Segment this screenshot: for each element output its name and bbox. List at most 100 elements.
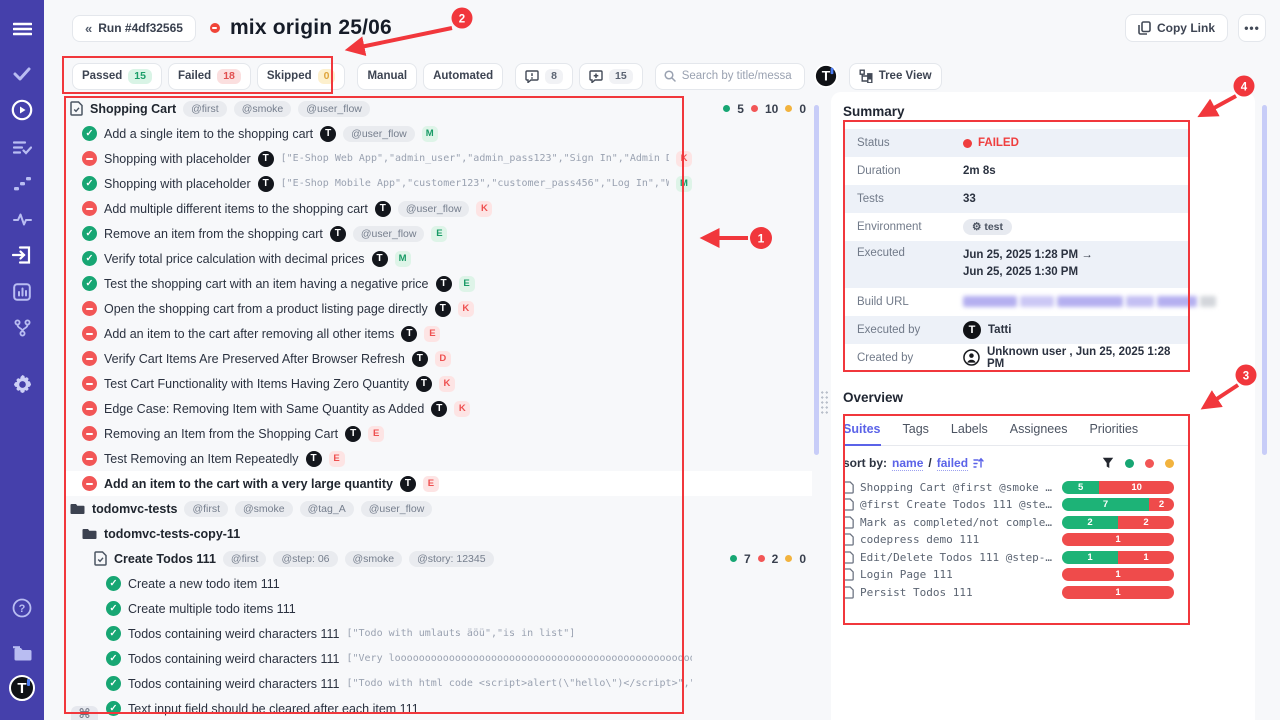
branch-icon[interactable] bbox=[0, 315, 44, 341]
redacted-build-url[interactable] bbox=[963, 296, 1216, 307]
tag-pill[interactable]: @user_flow bbox=[352, 225, 425, 242]
test-row[interactable]: Test Removing an Item Repeatedly T E bbox=[64, 446, 812, 471]
test-row[interactable]: ✓ Remove an item from the shopping cart T @… bbox=[64, 221, 812, 246]
import-icon[interactable] bbox=[0, 242, 44, 268]
test-row[interactable]: ✓ Create a new todo item 111 bbox=[64, 571, 812, 596]
comments-filter-button[interactable]: 8 bbox=[515, 62, 573, 90]
tag-pill[interactable]: @first bbox=[184, 500, 229, 517]
keyboard-shortcut-hint[interactable]: ⌘ bbox=[71, 706, 98, 720]
pulse-icon[interactable] bbox=[0, 206, 44, 232]
filter-automated-button[interactable]: Automated bbox=[423, 62, 504, 90]
filter-skipped-dot[interactable] bbox=[1165, 458, 1174, 468]
test-row[interactable]: Test Cart Functionality with Items Havin… bbox=[64, 371, 812, 396]
notes-filter-button[interactable]: 15 bbox=[579, 62, 643, 90]
test-row[interactable]: ✓ Shopping with placeholder T ["E-Shop Mobi… bbox=[64, 171, 812, 196]
test-list-scrollbar[interactable] bbox=[814, 105, 819, 455]
suite-name[interactable]: @first Create Todos 111 @ste… bbox=[860, 498, 1053, 512]
test-row[interactable]: ✓ Verify total price calculation with dec… bbox=[64, 246, 812, 271]
more-actions-button[interactable]: ••• bbox=[1238, 14, 1266, 42]
suite-name[interactable]: Shopping Cart @first @smoke … bbox=[860, 480, 1053, 494]
filter-manual-button[interactable]: Manual bbox=[357, 62, 418, 90]
help-icon[interactable]: ? bbox=[0, 595, 44, 621]
projects-folder-icon[interactable] bbox=[0, 640, 44, 666]
overview-suite-row[interactable]: Shopping Cart @first @smoke … 5 10 bbox=[843, 479, 1190, 497]
play-circle-icon[interactable] bbox=[0, 97, 44, 123]
tab-suites[interactable]: Suites bbox=[843, 415, 881, 446]
test-failed-icon bbox=[82, 201, 97, 216]
filter-passed-button[interactable]: Passed 15 bbox=[72, 62, 162, 90]
suite-name[interactable]: Persist Todos 111 bbox=[860, 585, 973, 599]
gear-icon[interactable] bbox=[0, 371, 44, 397]
tab-tags[interactable]: Tags bbox=[902, 421, 929, 436]
overview-suite-row[interactable]: Edit/Delete Todos 111 @step-… 1 1 bbox=[843, 549, 1190, 567]
tag-pill[interactable]: @step: 06 bbox=[273, 550, 338, 567]
folder-row[interactable]: todomvc-tests @first @smoke @tag_A @user_flo… bbox=[64, 496, 812, 521]
overview-suite-row[interactable]: Mark as completed/not comple… 2 2 bbox=[843, 514, 1190, 532]
test-list: Shopping Cart @first @smoke @user_flow 5 10 0 ✓… bbox=[64, 96, 812, 720]
panel-scrollbar[interactable] bbox=[1262, 105, 1267, 455]
user-logo-avatar[interactable]: T bbox=[0, 675, 44, 701]
test-row[interactable]: Add multiple different items to the shop… bbox=[64, 196, 812, 221]
tag-pill[interactable]: @smoke bbox=[344, 550, 403, 567]
test-row[interactable]: Add an item to the cart after removing a… bbox=[64, 321, 812, 346]
suite-row[interactable]: Shopping Cart @first @smoke @user_flow 5 10 0 bbox=[64, 96, 812, 121]
search-input[interactable] bbox=[681, 70, 792, 82]
user-avatar[interactable]: T bbox=[813, 64, 838, 88]
sort-by-name-link[interactable]: name bbox=[892, 455, 924, 471]
analytics-icon[interactable] bbox=[0, 279, 44, 305]
environment-chip[interactable]: ⚙ test bbox=[963, 219, 1013, 235]
overview-suite-row[interactable]: codepress demo 111 1 bbox=[843, 531, 1190, 549]
tag-pill[interactable]: @smoke bbox=[235, 500, 293, 517]
test-row[interactable]: Edge Case: Removing Item with Same Quant… bbox=[64, 396, 812, 421]
test-row[interactable]: ✓ Todos containing weird characters 111 ["… bbox=[64, 646, 812, 671]
overview-suite-row[interactable]: Login Page 111 1 bbox=[843, 566, 1190, 584]
filter-failed-button[interactable]: Failed 18 bbox=[167, 62, 251, 90]
suite-name[interactable]: Login Page 111 bbox=[860, 568, 953, 582]
test-title: Removing an Item from the Shopping Cart bbox=[104, 426, 339, 441]
menu-icon[interactable] bbox=[0, 16, 44, 42]
test-row[interactable]: ✓ Test the shopping cart with an item hav… bbox=[64, 271, 812, 296]
overview-suite-row[interactable]: @first Create Todos 111 @ste… 7 2 bbox=[843, 496, 1190, 514]
tag-pill[interactable]: @user_flow bbox=[360, 500, 433, 517]
tag-pill[interactable]: @smoke bbox=[233, 100, 292, 117]
suite-row[interactable]: Create Todos 111 @first @step: 06 @smoke @st… bbox=[64, 546, 812, 571]
sort-by-failed-link[interactable]: failed bbox=[936, 455, 969, 471]
back-to-run-button[interactable]: « Run #4df32565 bbox=[72, 14, 196, 42]
tag-pill[interactable]: @tag_A bbox=[299, 500, 354, 517]
tree-view-button[interactable]: Tree View bbox=[848, 62, 942, 90]
suite-name[interactable]: Mark as completed/not comple… bbox=[860, 515, 1053, 529]
filter-skipped-button[interactable]: Skipped 0 bbox=[256, 62, 346, 90]
test-failed-icon bbox=[82, 351, 97, 366]
tag-pill[interactable]: @user_flow bbox=[298, 100, 370, 117]
check-icon[interactable] bbox=[0, 61, 44, 87]
suite-name[interactable]: codepress demo 111 bbox=[860, 533, 980, 547]
test-row[interactable]: Open the shopping cart from a product li… bbox=[64, 296, 812, 321]
tag-pill[interactable]: @user_flow bbox=[397, 200, 470, 217]
tab-assignees[interactable]: Assignees bbox=[1009, 421, 1068, 436]
test-row[interactable]: ✓ Todos containing weird characters 111 ["… bbox=[64, 671, 812, 696]
tag-pill[interactable]: @first bbox=[183, 100, 227, 117]
tag-pill[interactable]: @user_flow bbox=[343, 125, 415, 142]
filter-passed-dot[interactable] bbox=[1125, 458, 1134, 468]
overview-suite-row[interactable]: Persist Todos 111 1 bbox=[843, 584, 1190, 602]
copy-link-button[interactable]: Copy Link bbox=[1124, 14, 1228, 42]
test-row[interactable]: Add an item to the cart with a very larg… bbox=[64, 471, 812, 496]
filter-funnel-icon[interactable] bbox=[1102, 457, 1114, 469]
tab-labels[interactable]: Labels bbox=[950, 421, 988, 436]
filter-failed-dot[interactable] bbox=[1145, 458, 1154, 468]
test-row[interactable]: ✓ Todos containing weird characters 111 ["… bbox=[64, 621, 812, 646]
test-row[interactable]: ✓ Add a single item to the shopping cart T… bbox=[64, 121, 812, 146]
folder-row[interactable]: todomvc-tests-copy-11 bbox=[64, 521, 812, 546]
suite-name[interactable]: Edit/Delete Todos 111 @step-… bbox=[860, 550, 1053, 564]
panel-resize-grip[interactable] bbox=[820, 390, 829, 416]
list-check-icon[interactable] bbox=[0, 134, 44, 160]
test-row[interactable]: ✓ Text input field should be cleared afte… bbox=[64, 696, 812, 720]
test-row[interactable]: Shopping with placeholder T ["E-Shop Web A… bbox=[64, 146, 812, 171]
test-row[interactable]: Verify Cart Items Are Preserved After Br… bbox=[64, 346, 812, 371]
tab-priorities[interactable]: Priorities bbox=[1089, 421, 1139, 436]
test-row[interactable]: ✓ Create multiple todo items 111 bbox=[64, 596, 812, 621]
test-row[interactable]: Removing an Item from the Shopping Cart T… bbox=[64, 421, 812, 446]
steps-icon[interactable] bbox=[0, 170, 44, 196]
tag-pill[interactable]: @story: 12345 bbox=[409, 550, 494, 567]
tag-pill[interactable]: @first bbox=[222, 550, 267, 567]
